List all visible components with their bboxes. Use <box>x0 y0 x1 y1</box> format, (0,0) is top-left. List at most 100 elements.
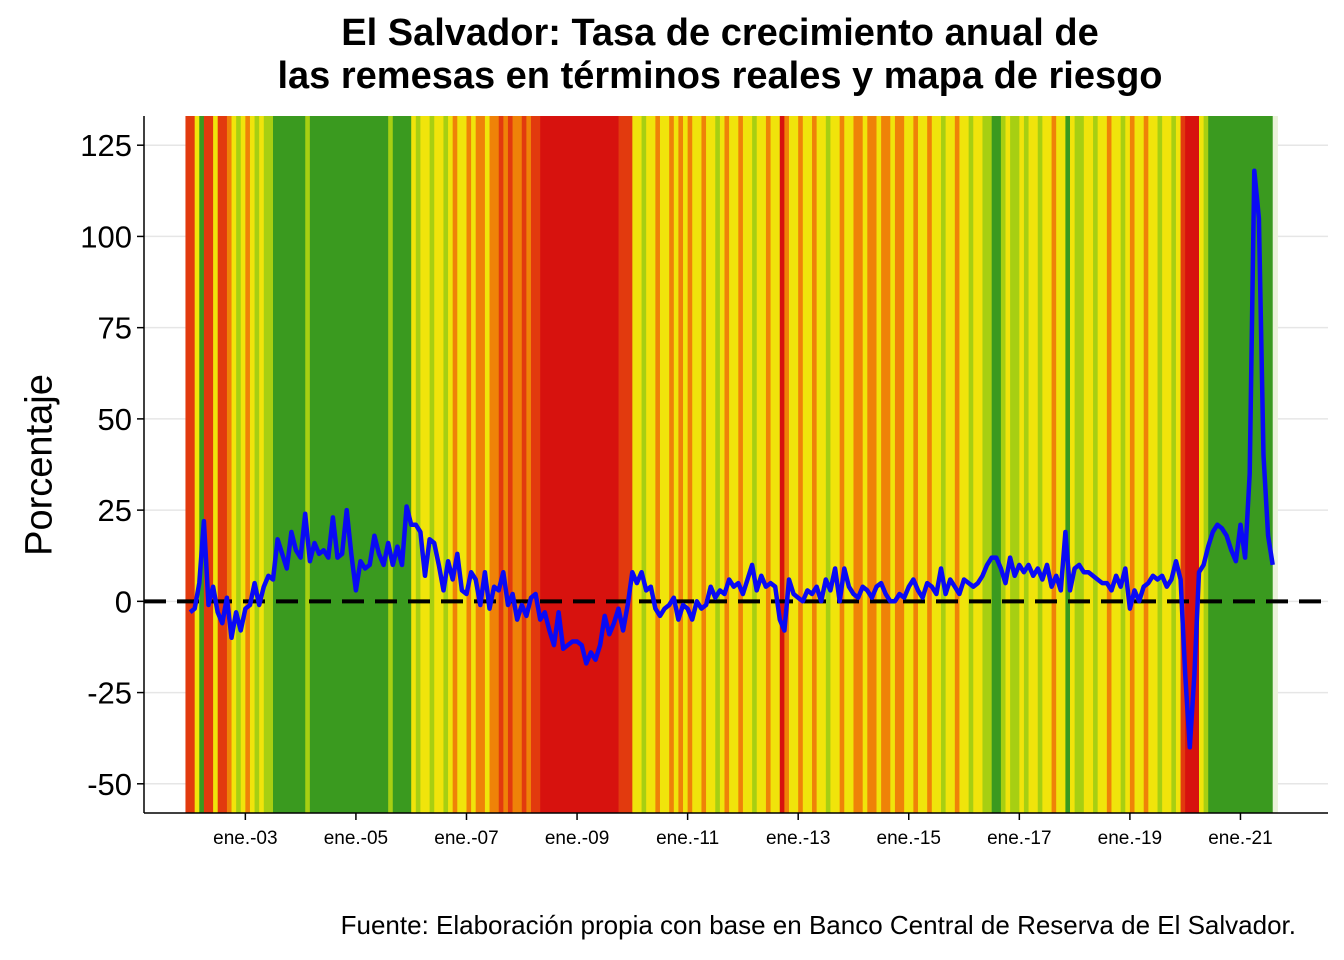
risk-band <box>194 116 200 813</box>
risk-band <box>434 116 445 813</box>
risk-band <box>1074 116 1085 813</box>
risk-band <box>1042 116 1053 813</box>
risk-band <box>1157 116 1163 813</box>
risk-band <box>659 116 670 813</box>
risk-band <box>1175 116 1182 813</box>
risk-band <box>1148 116 1159 813</box>
y-tick-label: 75 <box>98 311 132 346</box>
risk-band <box>853 116 864 813</box>
risk-band <box>1056 116 1066 813</box>
risk-band <box>203 116 214 813</box>
x-tick-label: ene.-21 <box>1208 828 1272 849</box>
y-axis-ticks: -50 -25 0 25 50 75 100 125 <box>80 128 144 802</box>
risk-band <box>305 116 311 813</box>
risk-band <box>213 116 219 813</box>
risk-band <box>1125 116 1131 813</box>
risk-band <box>683 116 689 813</box>
risk-band <box>1000 116 1007 813</box>
risk-band <box>756 116 767 813</box>
risk-band <box>687 116 693 813</box>
risk-band <box>471 116 477 813</box>
risk-band <box>706 116 716 813</box>
risk-band <box>1065 116 1071 813</box>
risk-band <box>199 116 205 813</box>
risk-band <box>788 116 799 813</box>
risk-band <box>1180 116 1186 813</box>
risk-band <box>411 116 417 813</box>
risk-band <box>1023 116 1030 813</box>
risk-band <box>1097 116 1108 813</box>
risk-band <box>540 116 620 813</box>
risk-band <box>1083 116 1094 813</box>
risk-band <box>420 116 431 813</box>
risk-band <box>1171 116 1177 813</box>
risk-band <box>917 116 928 813</box>
y-tick-label: 50 <box>98 402 132 437</box>
risk-band <box>1203 116 1209 813</box>
risk-band <box>1010 116 1020 813</box>
risk-band <box>507 116 514 813</box>
risk-band <box>249 116 256 813</box>
y-tick-label: -25 <box>87 676 132 711</box>
x-tick-label: ene.-13 <box>766 828 830 849</box>
risk-band <box>701 116 707 813</box>
risk-band <box>392 116 412 813</box>
risk-band <box>752 116 758 813</box>
risk-band <box>475 116 486 813</box>
risk-band <box>692 116 703 813</box>
risk-band <box>669 116 675 813</box>
risk-band <box>263 116 274 813</box>
risk-band <box>862 116 868 813</box>
risk-band <box>452 116 458 813</box>
risk-band <box>457 116 468 813</box>
risk-band <box>894 116 905 813</box>
risk-band <box>1134 116 1145 813</box>
risk-band <box>1199 116 1205 813</box>
y-tick-label: -50 <box>87 767 132 802</box>
risk-band <box>742 116 753 813</box>
risk-band <box>779 116 785 813</box>
risk-band <box>1111 116 1122 813</box>
risk-band <box>1162 116 1172 813</box>
risk-band <box>825 116 832 813</box>
risk-band <box>802 116 813 813</box>
risk-band <box>503 116 509 813</box>
risk-band <box>254 116 260 813</box>
risk-band <box>655 116 661 813</box>
x-tick-label: ene.-15 <box>877 828 941 849</box>
risk-band <box>1272 116 1278 813</box>
risk-band <box>489 116 500 813</box>
x-tick-label: ene.-17 <box>987 828 1051 849</box>
risk-band <box>1106 116 1113 813</box>
risk-band <box>830 116 841 813</box>
risk-band <box>388 116 394 813</box>
chart-title-line-1: El Salvador: Tasa de crecimiento anual d… <box>341 12 1099 54</box>
risk-band <box>512 116 523 813</box>
source-caption: Fuente: Elaboración propia con base en B… <box>340 910 1296 940</box>
risk-band <box>904 116 914 813</box>
risk-band <box>724 116 730 813</box>
risk-band <box>959 116 970 813</box>
risk-band <box>226 116 233 813</box>
risk-band <box>729 116 739 813</box>
risk-band <box>927 116 933 813</box>
risk-band <box>498 116 504 813</box>
risk-band <box>641 116 647 813</box>
risk-band <box>765 116 772 813</box>
risk-band <box>1051 116 1057 813</box>
risk-band <box>913 116 919 813</box>
risk-band <box>484 116 491 813</box>
y-tick-label: 25 <box>98 493 132 528</box>
risk-band <box>770 116 781 813</box>
risk-band <box>941 116 947 813</box>
risk-band <box>968 116 974 813</box>
risk-band <box>982 116 993 813</box>
risk-band <box>231 116 237 813</box>
risk-band <box>1028 116 1039 813</box>
x-tick-label: ene.-19 <box>1098 828 1162 849</box>
risk-band <box>1005 116 1011 813</box>
chart-title-line-2: las remesas en términos reales y mapa de… <box>277 55 1163 97</box>
risk-band <box>1120 116 1126 813</box>
x-tick-label: ene.-09 <box>545 828 609 849</box>
